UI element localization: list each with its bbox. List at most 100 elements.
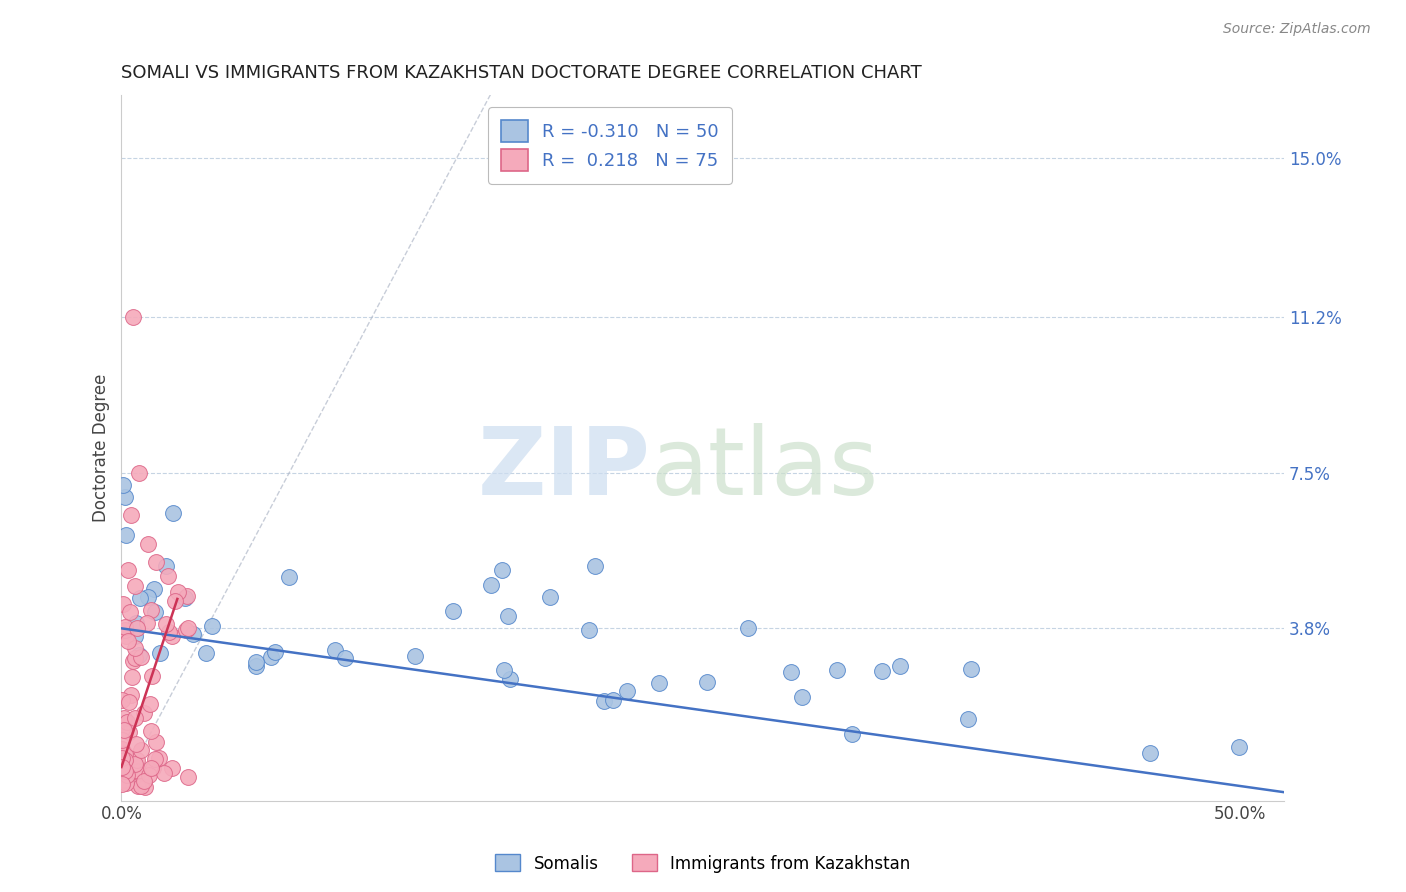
- Point: [149, 646, 172, 660]
- Point: [139, 723, 162, 738]
- Point: [114, 620, 136, 634]
- Point: [404, 648, 426, 663]
- Point: [120, 605, 142, 619]
- Point: [129, 649, 152, 664]
- Point: [260, 649, 283, 664]
- Point: [593, 693, 616, 707]
- Point: [143, 752, 166, 766]
- Point: [779, 665, 801, 680]
- Point: [111, 477, 134, 491]
- Point: [889, 659, 911, 673]
- Point: [162, 629, 184, 643]
- Point: [538, 590, 561, 604]
- Point: [578, 624, 600, 638]
- Legend: Somalis, Immigrants from Kazakhstan: Somalis, Immigrants from Kazakhstan: [489, 847, 917, 880]
- Point: [335, 650, 357, 665]
- Point: [139, 761, 162, 775]
- Point: [110, 777, 132, 791]
- Point: [870, 664, 893, 678]
- Point: [323, 642, 346, 657]
- Point: [111, 732, 134, 747]
- Point: [129, 772, 152, 786]
- Point: [125, 615, 148, 630]
- Point: [136, 590, 159, 604]
- Point: [176, 770, 198, 784]
- Point: [263, 645, 285, 659]
- Point: [117, 714, 139, 729]
- Point: [112, 746, 135, 760]
- Point: [825, 664, 848, 678]
- Point: [142, 582, 165, 596]
- Point: [141, 603, 163, 617]
- Point: [142, 761, 165, 775]
- Text: ZIP: ZIP: [478, 423, 651, 515]
- Point: [129, 779, 152, 793]
- Point: [118, 695, 141, 709]
- Point: [111, 756, 134, 770]
- Point: [648, 675, 671, 690]
- Point: [111, 750, 134, 764]
- Point: [491, 562, 513, 576]
- Point: [115, 776, 138, 790]
- Point: [155, 616, 177, 631]
- Point: [125, 753, 148, 767]
- Point: [127, 764, 149, 778]
- Point: [121, 310, 143, 325]
- Point: [112, 723, 135, 737]
- Point: [492, 663, 515, 677]
- Point: [114, 747, 136, 761]
- Point: [115, 767, 138, 781]
- Text: SOMALI VS IMMIGRANTS FROM KAZAKHSTAN DOCTORATE DEGREE CORRELATION CHART: SOMALI VS IMMIGRANTS FROM KAZAKHSTAN DOC…: [121, 64, 922, 82]
- Point: [111, 693, 134, 707]
- Point: [176, 589, 198, 603]
- Point: [157, 569, 180, 583]
- Point: [141, 669, 163, 683]
- Point: [112, 772, 135, 787]
- Point: [245, 659, 267, 673]
- Point: [124, 579, 146, 593]
- Point: [145, 734, 167, 748]
- Point: [957, 712, 980, 726]
- Point: [117, 634, 139, 648]
- Text: Source: ZipAtlas.com: Source: ZipAtlas.com: [1223, 22, 1371, 37]
- Point: [128, 466, 150, 480]
- Point: [124, 711, 146, 725]
- Text: atlas: atlas: [651, 423, 879, 515]
- Point: [148, 751, 170, 765]
- Point: [1139, 746, 1161, 760]
- Point: [174, 591, 197, 606]
- Point: [153, 766, 176, 780]
- Point: [499, 673, 522, 687]
- Point: [136, 616, 159, 631]
- Point: [201, 619, 224, 633]
- Point: [127, 780, 149, 794]
- Y-axis label: Doctorate Degree: Doctorate Degree: [93, 374, 110, 522]
- Point: [162, 760, 184, 774]
- Point: [115, 629, 138, 643]
- Point: [841, 727, 863, 741]
- Point: [125, 737, 148, 751]
- Point: [111, 759, 134, 773]
- Point: [157, 624, 180, 639]
- Point: [441, 604, 464, 618]
- Point: [174, 624, 197, 638]
- Point: [111, 722, 134, 736]
- Point: [278, 570, 301, 584]
- Point: [696, 675, 718, 690]
- Point: [118, 724, 141, 739]
- Point: [145, 555, 167, 569]
- Point: [124, 630, 146, 644]
- Point: [114, 753, 136, 767]
- Point: [162, 506, 184, 520]
- Point: [110, 742, 132, 756]
- Point: [155, 558, 177, 573]
- Point: [1229, 739, 1251, 754]
- Point: [195, 646, 218, 660]
- Point: [129, 591, 152, 605]
- Point: [129, 743, 152, 757]
- Point: [479, 578, 502, 592]
- Point: [124, 651, 146, 665]
- Point: [132, 706, 155, 720]
- Point: [114, 764, 136, 779]
- Point: [115, 527, 138, 541]
